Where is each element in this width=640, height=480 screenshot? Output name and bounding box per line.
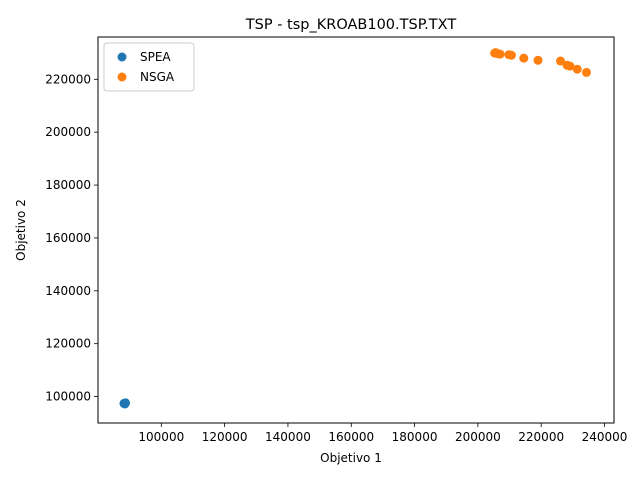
legend-label-spea: SPEA: [140, 50, 171, 64]
point-nsga: [565, 61, 575, 71]
y-tick-label: 140000: [45, 284, 91, 298]
y-tick-label: 200000: [45, 125, 91, 139]
point-spea: [121, 398, 131, 408]
x-tick-label: 200000: [455, 430, 501, 444]
point-nsga: [506, 50, 516, 60]
point-nsga: [581, 67, 591, 77]
x-tick-label: 140000: [265, 430, 311, 444]
y-tick-label: 100000: [45, 390, 91, 404]
x-tick-label: 100000: [138, 430, 184, 444]
y-axis-ticks: 100000 120000 140000 160000 180000 200000 2200…: [45, 72, 98, 404]
x-tick-label: 160000: [328, 430, 374, 444]
point-nsga: [519, 53, 529, 63]
point-nsga: [556, 56, 566, 66]
x-tick-label: 180000: [392, 430, 438, 444]
legend: SPEA NSGA: [103, 42, 195, 92]
y-axis-label: Objetivo 2: [14, 199, 28, 261]
x-axis-ticks: 100000 120000 140000 160000 180000 200000 2200…: [138, 423, 627, 444]
data-points: [119, 48, 591, 409]
point-nsga: [533, 55, 543, 65]
point-nsga: [572, 64, 582, 74]
point-nsga: [495, 49, 505, 59]
y-tick-label: 180000: [45, 178, 91, 192]
chart-title: TSP - tsp_KROAB100.TSP.TXT: [245, 17, 457, 33]
legend-marker-nsga: [117, 72, 127, 82]
x-axis-label: Objetivo 1: [320, 451, 382, 465]
y-tick-label: 220000: [45, 72, 91, 86]
x-tick-label: 240000: [582, 430, 628, 444]
y-tick-label: 160000: [45, 231, 91, 245]
legend-frame: [103, 42, 195, 92]
x-tick-label: 220000: [518, 430, 564, 444]
y-tick-label: 120000: [45, 337, 91, 351]
legend-marker-spea: [117, 52, 127, 62]
legend-label-nsga: NSGA: [140, 70, 175, 84]
x-tick-label: 120000: [202, 430, 248, 444]
plot-frame: [97, 36, 615, 424]
